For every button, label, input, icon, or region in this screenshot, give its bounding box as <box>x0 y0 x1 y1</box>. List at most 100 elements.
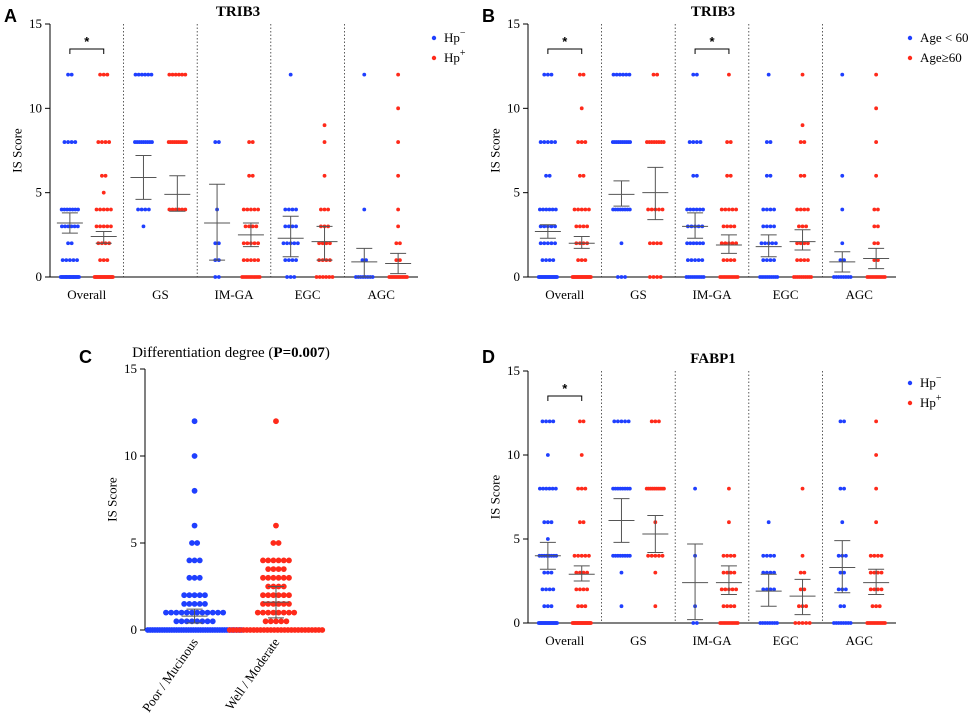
data-point <box>213 140 218 144</box>
data-point <box>723 241 728 246</box>
data-point <box>544 486 549 491</box>
data-point <box>579 140 584 144</box>
data-point <box>653 419 658 424</box>
data-point <box>691 207 696 212</box>
data-point <box>872 224 877 229</box>
data-point <box>290 207 295 212</box>
data-point <box>189 540 195 546</box>
data-point <box>806 258 810 263</box>
data-point <box>98 224 103 229</box>
data-point <box>189 609 195 616</box>
data-point <box>247 173 252 178</box>
data-point <box>800 486 805 491</box>
x-tick-label: EGC <box>295 287 321 302</box>
data-point <box>798 258 803 263</box>
data-point <box>694 140 699 144</box>
data-point <box>579 553 584 558</box>
data-point <box>621 72 625 77</box>
data-point <box>98 72 103 77</box>
data-point <box>273 618 279 625</box>
panel-title: TRIB3 <box>691 4 735 20</box>
data-point <box>265 557 272 564</box>
significance-label: * <box>562 34 568 49</box>
data-point <box>572 553 577 558</box>
data-point <box>254 609 261 616</box>
data-point <box>72 224 77 229</box>
data-point <box>105 72 110 77</box>
significance-label: * <box>562 381 568 396</box>
data-point <box>177 72 181 77</box>
data-point <box>876 241 880 246</box>
data-point <box>694 173 699 178</box>
data-point <box>727 520 731 525</box>
data-point <box>286 574 292 581</box>
data-point <box>73 140 78 144</box>
data-point <box>396 106 401 111</box>
panel-a: A TRIB3 0 5 10 15 IS Score Overall GS IM-GA EGC AGC… <box>4 4 466 302</box>
data-point <box>693 258 697 263</box>
x-tick-label: IM-GA <box>693 287 733 302</box>
data-point <box>295 241 300 246</box>
data-point <box>806 241 810 246</box>
data-point <box>260 557 266 564</box>
data-point <box>576 553 581 558</box>
data-point <box>688 241 693 246</box>
data-point <box>65 207 70 212</box>
data-point <box>795 258 800 263</box>
data-point <box>836 587 841 592</box>
data-point <box>661 140 666 144</box>
data-point <box>256 258 261 263</box>
data-point <box>623 419 627 424</box>
legend-marker <box>907 380 913 386</box>
data-point <box>694 241 699 246</box>
data-point <box>547 419 552 424</box>
data-point <box>797 604 801 609</box>
data-point <box>292 241 297 246</box>
data-point <box>804 621 809 625</box>
y-axis-label: IS Score <box>488 475 503 520</box>
data-point <box>64 275 69 279</box>
data-point <box>579 486 584 491</box>
data-point <box>396 140 401 144</box>
data-point <box>761 258 766 263</box>
legend-label: Hp− <box>444 28 466 45</box>
data-point <box>285 275 289 279</box>
data-point <box>545 604 550 609</box>
data-point <box>549 224 554 229</box>
data-point <box>191 418 198 425</box>
data-point <box>109 224 113 229</box>
data-point <box>701 275 706 279</box>
panel-letter: D <box>482 347 495 367</box>
data-point <box>649 419 654 424</box>
y-tick-label: 5 <box>514 185 521 200</box>
data-point <box>579 258 584 263</box>
data-point <box>551 419 556 424</box>
y-tick-label: 15 <box>507 363 520 378</box>
data-point <box>551 587 556 592</box>
data-point <box>581 173 586 178</box>
data-point <box>286 557 292 564</box>
data-point <box>578 570 582 575</box>
data-point <box>730 241 735 246</box>
data-point <box>319 627 326 633</box>
data-point <box>581 224 586 229</box>
data-point <box>553 486 558 491</box>
data-point <box>848 275 853 279</box>
data-point <box>249 207 253 212</box>
y-tick-label: 0 <box>514 615 521 630</box>
data-point <box>653 553 658 558</box>
legend-text: Hp <box>920 395 936 410</box>
data-point <box>328 241 332 246</box>
data-point <box>98 258 103 263</box>
data-point <box>541 207 545 212</box>
data-point <box>540 419 545 424</box>
data-point <box>800 224 805 229</box>
data-point <box>793 621 798 625</box>
data-point <box>578 520 582 525</box>
y-tick-label: 15 <box>507 16 520 31</box>
significance-bracket <box>69 48 105 54</box>
data-point <box>103 140 108 144</box>
data-point <box>549 520 554 525</box>
significance-bracket <box>694 48 730 54</box>
data-point <box>322 123 327 128</box>
